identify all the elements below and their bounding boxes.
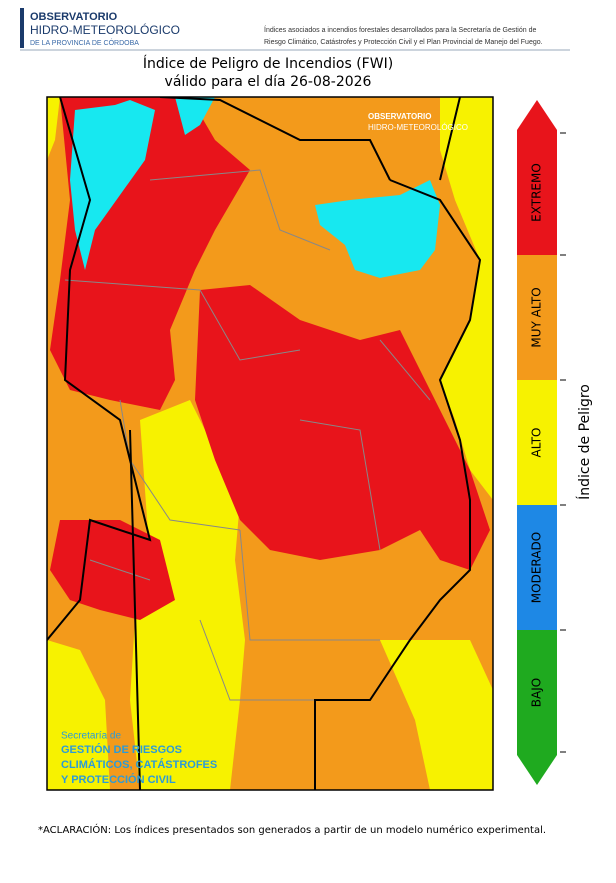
legend-label: BAJO <box>530 678 544 707</box>
watermark: GESTIÓN DE RIESGOS <box>61 743 182 756</box>
description: Índices asociados a incendios forestales… <box>264 25 536 34</box>
legend-title: Índice de Peligro <box>576 384 593 500</box>
footnote: *ACLARACIÓN: Los índices presentados son… <box>38 823 546 836</box>
lake <box>70 100 155 270</box>
legend: EXTREMO MUY ALTO ALTO MODERADO BAJO <box>517 100 566 785</box>
org-subtitle: DE LA PROVINCIA DE CÓRDOBA <box>30 38 139 47</box>
legend-swatch <box>517 630 557 785</box>
map: OBSERVATORIO HIDRO-METEOROLÓGICO Secreta… <box>46 96 494 791</box>
legend-swatch <box>517 255 557 380</box>
watermark: CLIMÁTICOS, CATÁSTROFES <box>61 758 217 771</box>
lake <box>175 97 215 135</box>
department-border <box>64 169 431 701</box>
map-frame <box>46 96 494 791</box>
region-alto <box>440 97 493 500</box>
legend-label: MUY ALTO <box>530 287 544 347</box>
org-name: OBSERVATORIO <box>30 11 118 23</box>
region-alto <box>47 97 60 160</box>
province-border <box>47 97 482 790</box>
watermark: HIDRO-METEOROLÓGICO <box>368 123 468 132</box>
legend-swatch <box>517 380 557 505</box>
legend-label: MODERADO <box>530 532 544 603</box>
watermark: OBSERVATORIO <box>368 112 431 121</box>
lake <box>315 180 440 278</box>
region-alto <box>47 640 110 790</box>
region-alto <box>380 640 493 790</box>
legend-swatch <box>517 100 557 255</box>
watermark: Y PROTECCIÓN CIVIL <box>61 773 176 786</box>
legend-swatch <box>517 505 557 630</box>
map-title: Índice de Peligro de Incendios (FWI) <box>143 55 393 72</box>
region-alto <box>130 400 245 790</box>
watermark: Secretaría de <box>61 731 121 742</box>
legend-label: EXTREMO <box>530 163 544 222</box>
description: Riesgo Climático, Catástrofes y Protecci… <box>264 39 543 46</box>
legend-label: ALTO <box>530 427 544 457</box>
map-subtitle: válido para el día 26-08-2026 <box>165 74 372 90</box>
header-bar <box>20 8 24 48</box>
org-name: HIDRO-METEOROLÓGICO <box>30 22 180 37</box>
